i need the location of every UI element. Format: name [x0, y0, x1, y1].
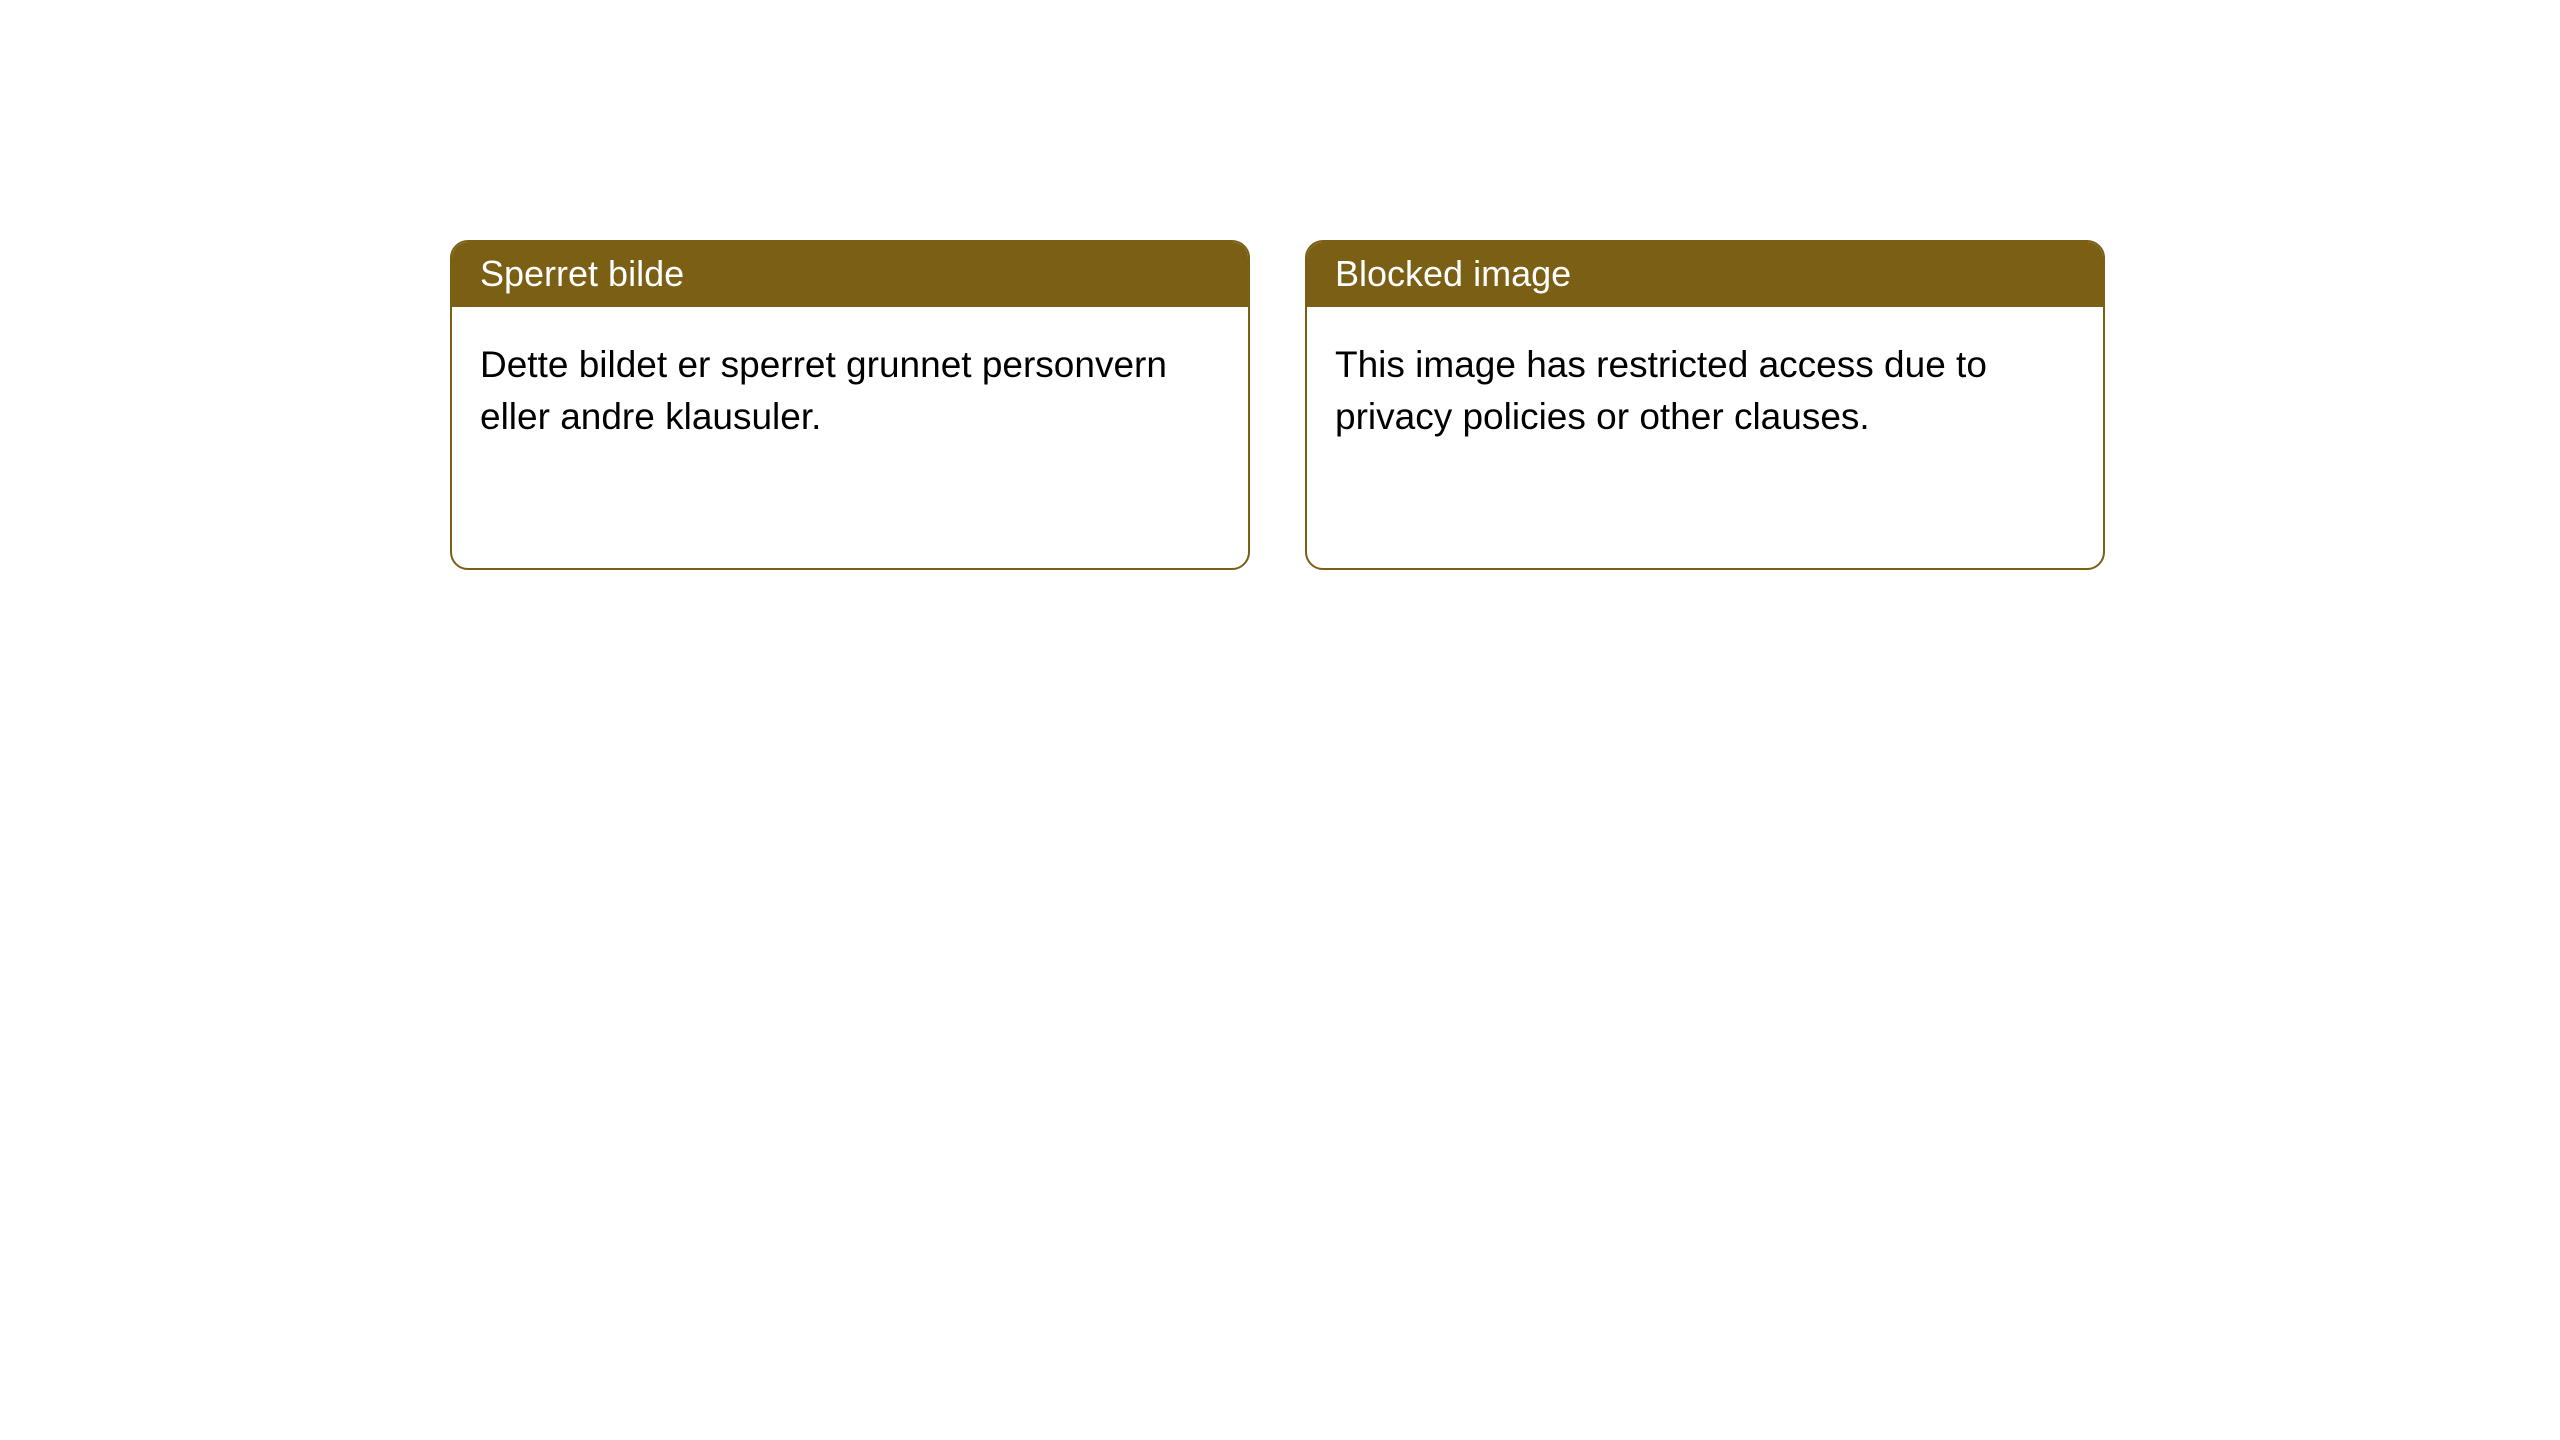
blocked-image-card-en: Blocked image This image has restricted … [1305, 240, 2105, 570]
card-body-no: Dette bildet er sperret grunnet personve… [452, 307, 1248, 475]
card-body-en: This image has restricted access due to … [1307, 307, 2103, 475]
card-header-en: Blocked image [1307, 242, 2103, 307]
blocked-image-card-no: Sperret bilde Dette bildet er sperret gr… [450, 240, 1250, 570]
card-header-no: Sperret bilde [452, 242, 1248, 307]
cards-container: Sperret bilde Dette bildet er sperret gr… [0, 0, 2560, 570]
